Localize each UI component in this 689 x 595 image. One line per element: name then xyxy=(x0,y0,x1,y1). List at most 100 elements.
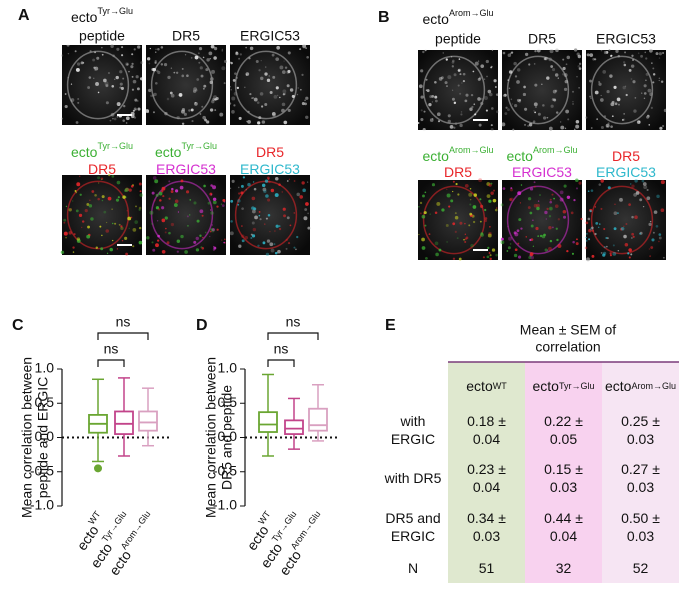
speckle xyxy=(286,216,290,220)
speckle xyxy=(228,102,232,105)
speckle xyxy=(577,64,581,68)
speckle xyxy=(594,58,597,61)
y-axis-label: peptide and ERGIC xyxy=(35,377,51,498)
speckle xyxy=(181,122,185,126)
speckle xyxy=(548,246,552,251)
merge-label: DR5 xyxy=(444,164,472,180)
speckle xyxy=(494,85,497,88)
speckle xyxy=(76,62,81,66)
speckle xyxy=(487,89,492,94)
speckle xyxy=(553,197,555,200)
merge-label: DR5 xyxy=(88,161,116,177)
table-cell: 52 xyxy=(614,553,667,583)
speckle xyxy=(490,191,494,195)
speckle xyxy=(643,84,647,88)
speckle xyxy=(238,57,241,60)
speckle xyxy=(618,103,620,106)
speckle xyxy=(251,221,255,225)
speckle xyxy=(209,108,214,112)
speckle xyxy=(138,208,141,211)
speckle xyxy=(305,96,309,100)
speckle xyxy=(305,115,309,119)
speckle xyxy=(628,256,631,259)
speckle xyxy=(249,46,254,51)
speckle xyxy=(189,199,192,201)
speckle xyxy=(149,47,152,50)
speckle xyxy=(135,75,139,79)
table-cell-text: 0.23 ± 0.04 xyxy=(467,460,506,495)
speckle xyxy=(434,80,437,84)
speckle xyxy=(262,241,266,245)
speckle xyxy=(588,238,591,241)
speckle xyxy=(202,236,204,239)
superscript: Arom→Glu xyxy=(449,8,494,18)
speckle xyxy=(154,179,159,184)
speckle xyxy=(486,75,488,78)
speckle xyxy=(432,118,434,120)
speckle xyxy=(132,228,137,232)
row-label: N xyxy=(378,553,448,583)
speckle xyxy=(500,240,505,245)
speckle xyxy=(199,66,203,70)
speckle xyxy=(570,211,574,215)
speckle xyxy=(617,250,620,252)
speckle xyxy=(75,67,80,72)
speckle xyxy=(287,108,291,112)
speckle xyxy=(134,98,138,102)
speckle xyxy=(205,68,209,72)
speckle xyxy=(548,57,553,62)
speckle xyxy=(541,83,543,85)
speckle xyxy=(251,234,256,238)
speckle xyxy=(490,65,493,68)
speckle xyxy=(551,226,554,229)
speckle xyxy=(659,126,663,130)
speckle xyxy=(597,226,600,229)
speckle xyxy=(148,62,151,65)
speckle xyxy=(89,199,91,201)
merge-label: ERGIC53 xyxy=(596,164,656,180)
speckle xyxy=(603,227,606,231)
speckle xyxy=(93,77,95,80)
speckle xyxy=(261,105,264,108)
speckle xyxy=(590,97,592,99)
speckle xyxy=(539,194,541,196)
speckle xyxy=(452,222,456,226)
speckle xyxy=(269,230,271,233)
speckle xyxy=(527,124,530,127)
speckle xyxy=(157,208,161,211)
speckle xyxy=(492,198,497,203)
speckle xyxy=(275,57,280,62)
speckle xyxy=(264,72,268,76)
speckle xyxy=(599,223,601,225)
table-title: correlation xyxy=(535,339,600,355)
speckle xyxy=(500,237,504,241)
speckle xyxy=(533,110,535,112)
speckle xyxy=(489,254,492,257)
cell-outline xyxy=(506,185,570,255)
speckle xyxy=(637,52,640,54)
speckle xyxy=(435,99,438,103)
speckle xyxy=(472,70,475,73)
speckle xyxy=(578,87,580,89)
y-axis-label: DR5 and peptide xyxy=(219,385,235,490)
speckle xyxy=(632,235,635,238)
speckle xyxy=(95,82,99,86)
speckle xyxy=(154,61,157,64)
speckle xyxy=(268,180,271,184)
speckle xyxy=(612,252,617,256)
speckle xyxy=(506,250,509,252)
speckle xyxy=(233,91,238,96)
speckle xyxy=(267,198,271,202)
speckle xyxy=(153,199,156,202)
speckle xyxy=(631,232,634,236)
speckle xyxy=(554,89,558,93)
speckle xyxy=(151,241,154,244)
speckle xyxy=(279,65,284,70)
speckle xyxy=(135,205,137,208)
speckle xyxy=(276,45,281,50)
speckle xyxy=(191,120,194,123)
speckle xyxy=(247,110,250,114)
speckle xyxy=(251,196,256,201)
speckle xyxy=(564,79,569,84)
merge-label-text: ERGIC53 xyxy=(156,161,216,177)
